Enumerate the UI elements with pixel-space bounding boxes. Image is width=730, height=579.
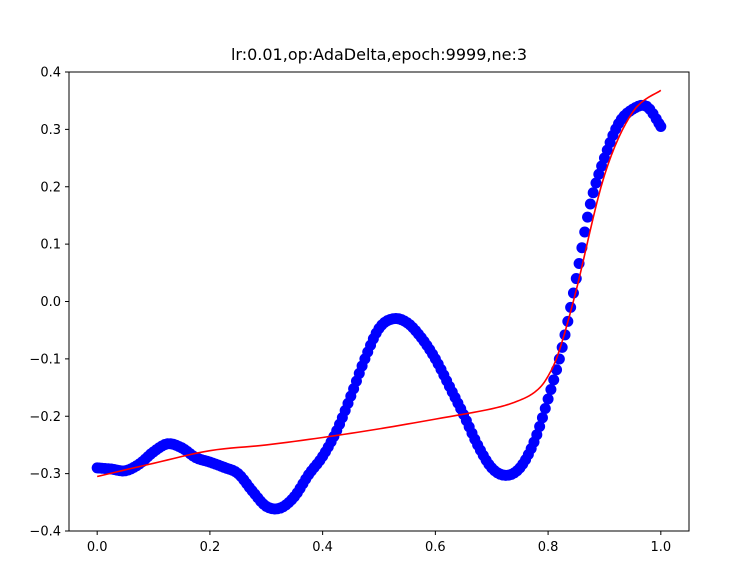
y-tick-label: 0.4 [40, 66, 61, 81]
y-tick-label: 0.2 [40, 180, 61, 195]
scatter-point [582, 211, 594, 223]
series-layer [91, 89, 667, 515]
scatter-series [91, 99, 667, 515]
scatter-point [579, 226, 591, 238]
scatter-point [539, 402, 551, 414]
fit-line [96, 89, 662, 478]
plot-frame [68, 71, 690, 532]
y-tick-label: −0.3 [29, 467, 61, 482]
y-axis: −0.4 −0.3 −0.2 −0.1 0.0 0.1 0.2 0.3 0.4 [29, 66, 69, 540]
x-tick-label: 0.4 [312, 540, 333, 555]
scatter-point [536, 412, 548, 424]
scatter-point [545, 384, 557, 396]
scatter-point [655, 121, 667, 133]
y-tick-label: 0.0 [40, 295, 61, 310]
scatter-point [587, 187, 599, 199]
y-tick-label: 0.1 [40, 238, 61, 253]
scatter-point [565, 301, 577, 313]
y-tick-label: −0.4 [29, 525, 61, 540]
scatter-point [548, 374, 560, 386]
x-tick-label: 0.8 [538, 540, 559, 555]
y-tick-label: −0.2 [29, 410, 61, 425]
x-axis: 0.0 0.2 0.4 0.6 0.8 1.0 [87, 531, 671, 555]
x-tick-label: 0.2 [200, 540, 221, 555]
x-tick-label: 0.0 [87, 540, 108, 555]
scatter-point [576, 242, 588, 254]
chart-title: lr:0.01,op:AdaDelta,epoch:9999,ne:3 [231, 45, 527, 64]
scatter-point [584, 198, 596, 210]
x-tick-label: 0.6 [425, 540, 446, 555]
scatter-point [534, 421, 546, 433]
scatter-point [559, 329, 571, 341]
y-tick-label: 0.3 [40, 123, 61, 138]
scatter-point [542, 393, 554, 405]
y-tick-label: −0.1 [29, 352, 61, 367]
scatter-point [590, 177, 602, 189]
x-tick-label: 1.0 [650, 540, 671, 555]
